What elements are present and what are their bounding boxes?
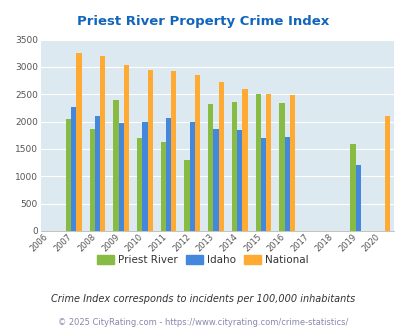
Bar <box>137 138 142 231</box>
Bar <box>166 118 171 231</box>
Bar <box>231 102 237 231</box>
Bar <box>218 82 223 231</box>
Bar <box>147 70 152 231</box>
Bar <box>113 100 118 231</box>
Bar <box>350 144 355 231</box>
Text: © 2025 CityRating.com - https://www.cityrating.com/crime-statistics/: © 2025 CityRating.com - https://www.city… <box>58 318 347 327</box>
Bar <box>124 65 129 231</box>
Bar <box>284 138 289 231</box>
Bar <box>260 138 265 231</box>
Bar <box>189 122 194 231</box>
Bar <box>194 75 200 231</box>
Bar <box>237 130 242 231</box>
Bar <box>160 142 166 231</box>
Bar <box>265 94 271 231</box>
Bar <box>142 122 147 231</box>
Bar <box>255 94 260 231</box>
Bar <box>95 116 100 231</box>
Bar <box>289 95 294 231</box>
Bar <box>384 115 389 231</box>
Bar <box>76 53 81 231</box>
Text: Priest River Property Crime Index: Priest River Property Crime Index <box>77 15 328 28</box>
Bar <box>208 104 213 231</box>
Bar <box>279 103 284 231</box>
Bar <box>66 119 71 231</box>
Bar <box>213 129 218 231</box>
Bar <box>355 165 360 231</box>
Text: Crime Index corresponds to incidents per 100,000 inhabitants: Crime Index corresponds to incidents per… <box>51 294 354 304</box>
Legend: Priest River, Idaho, National: Priest River, Idaho, National <box>95 253 310 267</box>
Bar <box>242 89 247 231</box>
Bar <box>90 129 95 231</box>
Bar <box>118 123 124 231</box>
Bar <box>71 107 76 231</box>
Bar <box>171 71 176 231</box>
Bar <box>184 160 189 231</box>
Bar <box>100 56 105 231</box>
